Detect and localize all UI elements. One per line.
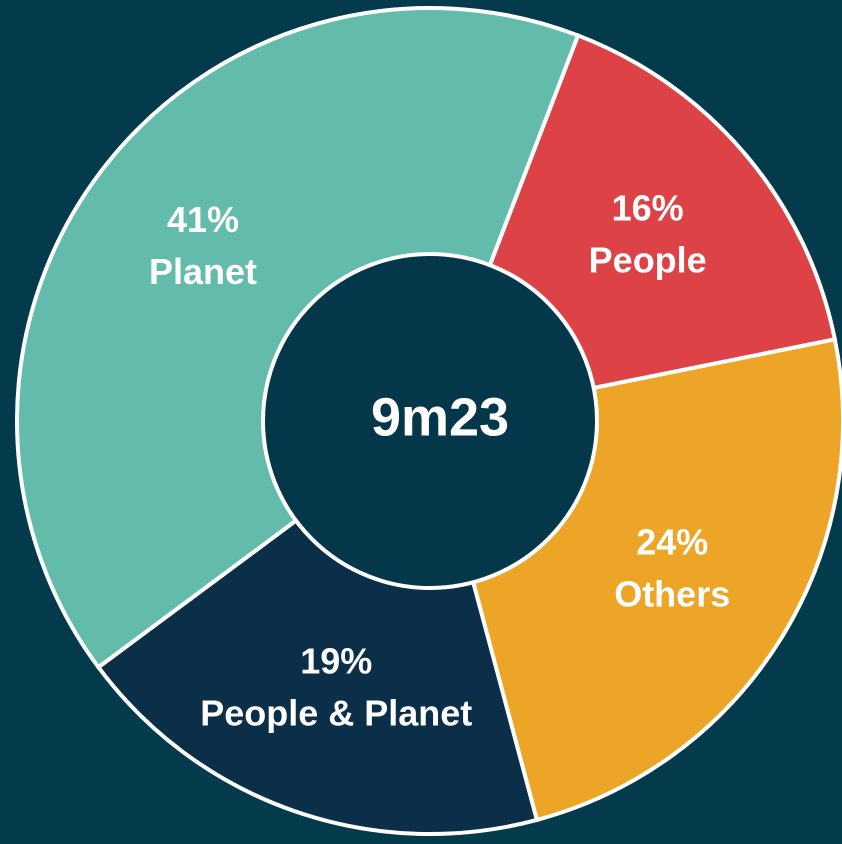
slice-value-label: 41% xyxy=(167,199,239,240)
slice-value-label: 24% xyxy=(636,522,708,563)
center-label: 9m23 xyxy=(371,387,509,447)
donut-hole xyxy=(261,252,599,590)
slice-category-label: Others xyxy=(614,574,730,615)
slice-category-label: People xyxy=(589,240,707,281)
slice-value-label: 19% xyxy=(300,641,372,682)
slice-category-label: People & Planet xyxy=(200,693,472,734)
slice-value-label: 16% xyxy=(612,188,684,229)
slice-category-label: Planet xyxy=(149,251,257,292)
